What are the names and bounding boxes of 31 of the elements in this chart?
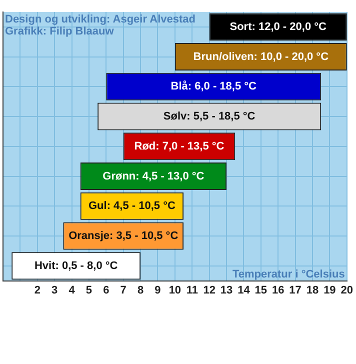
x-tick-label: 5 bbox=[86, 284, 92, 296]
x-tick-label: 19 bbox=[324, 284, 336, 296]
x-tick-label: 3 bbox=[52, 284, 58, 296]
data-label: Rød: 7,0 - 13,5 °C bbox=[134, 140, 224, 152]
data-label: Sølv: 5,5 - 18,5 °C bbox=[163, 110, 256, 123]
x-tick-label: 2 bbox=[34, 284, 40, 296]
x-axis-title: Temperatur i °Celsius bbox=[232, 268, 345, 280]
data-label: Oransje: 3,5 - 10,5 °C bbox=[68, 230, 178, 242]
x-tick-label: 13 bbox=[220, 284, 233, 296]
x-tick-label: 4 bbox=[68, 284, 76, 296]
x-tick-label: 18 bbox=[306, 284, 319, 296]
data-label: Brun/oliven: 10,0 - 20,0 °C bbox=[193, 50, 329, 63]
x-tick-label: 17 bbox=[289, 284, 302, 296]
data-label: Gul: 4,5 - 10,5 °C bbox=[88, 200, 176, 212]
annotation: Grafikk: Filip Blaauw bbox=[5, 26, 114, 38]
x-tick-label: 6 bbox=[103, 284, 110, 296]
x-tick-label: 12 bbox=[203, 284, 216, 296]
x-tick-label: 14 bbox=[238, 284, 251, 296]
annotation: Design og utvikling: Asgeir Alvestad bbox=[5, 14, 196, 26]
data-label: Grønn: 4,5 - 13,0 °C bbox=[102, 170, 204, 182]
data-label: Blå: 6,0 - 18,5 °C bbox=[170, 80, 257, 93]
data-label: Sort: 12,0 - 20,0 °C bbox=[230, 20, 327, 33]
x-tick-label: 15 bbox=[254, 284, 268, 296]
x-tick-label: 8 bbox=[137, 284, 144, 296]
x-tick-label: 20 bbox=[340, 284, 354, 296]
x-tick-label: 16 bbox=[272, 284, 284, 296]
x-tick-label: 7 bbox=[120, 284, 126, 296]
x-tick-label: 9 bbox=[154, 284, 161, 296]
x-tick-label: 11 bbox=[186, 284, 198, 296]
x-tick-label: 10 bbox=[168, 284, 182, 296]
data-label: Hvit: 0,5 - 8,0 °C bbox=[34, 260, 118, 272]
